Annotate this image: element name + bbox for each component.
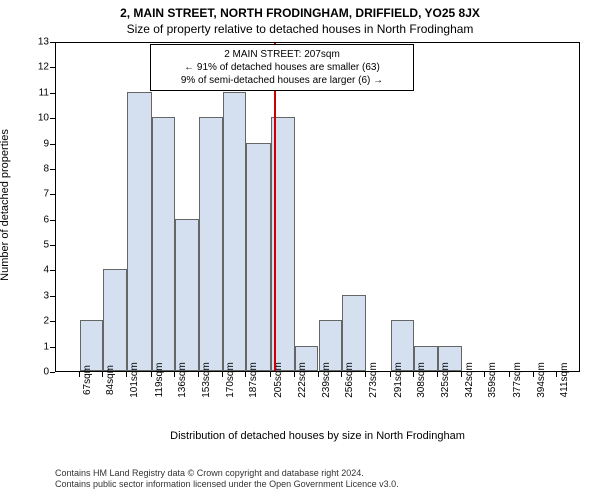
x-tick-label: 359sqm: [487, 362, 498, 398]
annotation-line-3: 9% of semi-detached houses are larger (6…: [157, 74, 407, 87]
x-tick-mark: [126, 372, 127, 377]
x-tick-mark: [484, 372, 485, 377]
x-tick-label: 325sqm: [440, 362, 451, 398]
histogram-bar: [127, 92, 152, 371]
y-tick-mark: [50, 169, 55, 170]
y-tick-label: 9: [31, 138, 49, 149]
annotation-line-1: 2 MAIN STREET: 207sqm: [157, 48, 407, 61]
x-tick-mark: [390, 372, 391, 377]
chart-title-sub: Size of property relative to detached ho…: [0, 20, 600, 36]
y-tick-mark: [50, 220, 55, 221]
y-axis-label: Number of detached properties: [0, 105, 11, 305]
x-tick-mark: [413, 372, 414, 377]
y-tick-label: 6: [31, 214, 49, 225]
y-tick-label: 12: [31, 62, 49, 73]
y-tick-label: 1: [31, 341, 49, 352]
x-tick-label: 239sqm: [321, 362, 332, 398]
credits-line-1: Contains HM Land Registry data © Crown c…: [55, 468, 399, 479]
x-tick-mark: [437, 372, 438, 377]
x-tick-label: 101sqm: [129, 362, 140, 398]
annotation-box: 2 MAIN STREET: 207sqm ← 91% of detached …: [150, 44, 414, 91]
y-tick-mark: [50, 42, 55, 43]
y-tick-mark: [50, 321, 55, 322]
x-tick-label: 411sqm: [559, 363, 570, 398]
y-tick-label: 4: [31, 265, 49, 276]
x-tick-mark: [365, 372, 366, 377]
chart-title-main: 2, MAIN STREET, NORTH FRODINGHAM, DRIFFI…: [0, 0, 600, 20]
x-tick-label: 136sqm: [177, 362, 188, 398]
credits-line-2: Contains public sector information licen…: [55, 479, 399, 490]
x-tick-mark: [222, 372, 223, 377]
x-tick-label: 377sqm: [512, 362, 523, 398]
x-tick-label: 153sqm: [201, 362, 212, 398]
x-tick-label: 119sqm: [154, 363, 165, 398]
x-tick-label: 84sqm: [105, 365, 116, 395]
x-tick-label: 256sqm: [344, 362, 355, 398]
x-tick-label: 67sqm: [82, 365, 93, 395]
chart-container: 2, MAIN STREET, NORTH FRODINGHAM, DRIFFI…: [0, 0, 600, 500]
x-tick-label: 291sqm: [393, 362, 404, 398]
histogram-bar: [175, 219, 199, 371]
x-axis-label: Distribution of detached houses by size …: [55, 430, 580, 442]
credits: Contains HM Land Registry data © Crown c…: [55, 468, 399, 491]
histogram-bar: [342, 295, 366, 371]
x-tick-label: 222sqm: [297, 362, 308, 398]
y-tick-mark: [50, 67, 55, 68]
x-tick-label: 273sqm: [368, 362, 379, 398]
x-tick-mark: [461, 372, 462, 377]
y-tick-label: 11: [31, 87, 49, 98]
x-tick-mark: [174, 372, 175, 377]
x-tick-mark: [198, 372, 199, 377]
x-tick-mark: [102, 372, 103, 377]
y-tick-mark: [50, 347, 55, 348]
y-tick-mark: [50, 270, 55, 271]
y-tick-label: 2: [31, 316, 49, 327]
y-tick-mark: [50, 245, 55, 246]
x-tick-mark: [270, 372, 271, 377]
x-tick-mark: [341, 372, 342, 377]
x-tick-mark: [245, 372, 246, 377]
y-tick-label: 10: [31, 113, 49, 124]
x-tick-label: 170sqm: [225, 362, 236, 398]
x-tick-label: 342sqm: [464, 362, 475, 398]
y-tick-label: 3: [31, 290, 49, 301]
y-tick-label: 13: [31, 37, 49, 48]
x-tick-mark: [509, 372, 510, 377]
x-tick-mark: [533, 372, 534, 377]
x-tick-mark: [79, 372, 80, 377]
histogram-bar: [152, 117, 176, 371]
x-tick-mark: [556, 372, 557, 377]
y-tick-mark: [50, 93, 55, 94]
y-tick-label: 5: [31, 240, 49, 251]
x-tick-mark: [151, 372, 152, 377]
y-tick-mark: [50, 118, 55, 119]
x-tick-mark: [294, 372, 295, 377]
plot-area: [55, 42, 580, 372]
reference-line: [274, 43, 276, 371]
y-tick-label: 7: [31, 189, 49, 200]
y-tick-label: 8: [31, 163, 49, 174]
y-tick-mark: [50, 296, 55, 297]
x-tick-label: 394sqm: [536, 362, 547, 398]
y-tick-mark: [50, 372, 55, 373]
y-tick-label: 0: [31, 367, 49, 378]
x-tick-mark: [318, 372, 319, 377]
histogram-bar: [80, 320, 104, 371]
annotation-line-2: ← 91% of detached houses are smaller (63…: [157, 61, 407, 74]
x-tick-label: 187sqm: [248, 362, 259, 398]
histogram-bar: [199, 117, 223, 371]
y-tick-mark: [50, 194, 55, 195]
histogram-bar: [246, 143, 271, 371]
histogram-bar: [103, 269, 127, 371]
y-tick-mark: [50, 144, 55, 145]
histogram-bar: [223, 92, 247, 371]
x-tick-label: 308sqm: [416, 362, 427, 398]
